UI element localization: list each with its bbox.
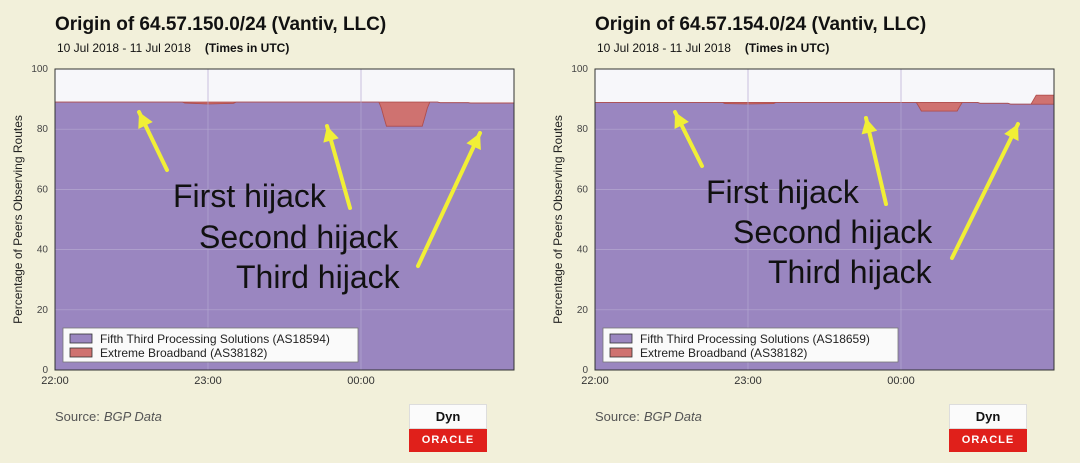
annotation-arrow <box>950 122 1020 260</box>
x-tick-label: 00:00 <box>347 375 375 387</box>
x-tick-label: 22:00 <box>41 375 69 387</box>
plot-frame <box>54 68 515 371</box>
y-tick-label: 100 <box>31 64 48 75</box>
chart-panel-left: Origin of 64.57.150.0/24 (Vantiv, LLC) 1… <box>11 14 515 452</box>
y-tick-label: 0 <box>42 365 48 376</box>
chart-title: Origin of 64.57.150.0/24 (Vantiv, LLC) <box>55 14 387 35</box>
oracle-logo-text: ORACLE <box>949 429 1027 452</box>
y-tick-label: 80 <box>37 124 49 135</box>
date-range: 10 Jul 2018 - 11 Jul 2018 <box>57 41 191 55</box>
series-area-2 <box>55 101 514 127</box>
legend-label: Fifth Third Processing Solutions (AS1865… <box>640 332 870 346</box>
annotation-arrowhead <box>674 112 689 129</box>
dyn-logo-text: Dyn <box>949 404 1027 429</box>
y-tick-label: 0 <box>582 365 588 376</box>
annotation-text: Third hijack <box>768 254 933 290</box>
source-value: BGP Data <box>103 409 162 424</box>
source-line: Source: BGP Data <box>595 409 702 424</box>
y-tick-label: 40 <box>577 245 589 256</box>
chart-subtitle: 10 Jul 2018 - 11 Jul 2018 (Times in UTC) <box>57 41 289 55</box>
legend-label: Fifth Third Processing Solutions (AS1859… <box>100 332 330 346</box>
legend-swatch <box>69 347 93 358</box>
y-tick-label: 40 <box>37 245 49 256</box>
source-label: Source: <box>55 409 100 424</box>
annotation-text: Third hijack <box>236 259 401 295</box>
dyn-oracle-logo: Dyn ORACLE <box>409 404 487 452</box>
dyn-oracle-logo: Dyn ORACLE <box>949 404 1027 452</box>
x-tick-label: 23:00 <box>734 375 762 387</box>
x-tick-label: 22:00 <box>581 375 609 387</box>
date-range: 10 Jul 2018 - 11 Jul 2018 <box>597 41 731 55</box>
y-tick-label: 20 <box>37 305 49 316</box>
annotation-arrowhead <box>323 126 339 143</box>
source-line: Source: BGP Data <box>55 409 162 424</box>
legend-swatch <box>609 347 633 358</box>
timezone-note: (Times in UTC) <box>744 41 830 55</box>
legend: Fifth Third Processing Solutions (AS1865… <box>602 327 899 363</box>
x-tick-label: 23:00 <box>194 375 222 387</box>
annotation-text: Second hijack <box>733 214 933 250</box>
annotation-arrowhead <box>1004 124 1019 141</box>
source-label: Source: <box>595 409 640 424</box>
legend-swatch <box>69 333 93 344</box>
legend-box <box>602 327 899 363</box>
y-tick-label: 100 <box>571 64 588 75</box>
y-axis-label: Percentage of Peers Observing Routes <box>551 115 565 324</box>
y-tick-label: 60 <box>577 184 589 195</box>
legend-swatch <box>609 333 633 344</box>
annotation-arrowhead <box>861 118 878 135</box>
oracle-logo-text: ORACLE <box>409 429 487 452</box>
dyn-logo-text: Dyn <box>409 404 487 429</box>
y-tick-label: 80 <box>577 124 589 135</box>
legend-label: Extreme Broadband (AS38182) <box>640 346 807 360</box>
legend-label: Extreme Broadband (AS38182) <box>100 346 267 360</box>
y-tick-label: 20 <box>577 305 589 316</box>
legend: Fifth Third Processing Solutions (AS1859… <box>62 327 359 363</box>
source-value: BGP Data <box>643 409 702 424</box>
chart-title: Origin of 64.57.154.0/24 (Vantiv, LLC) <box>595 14 927 35</box>
x-tick-label: 00:00 <box>887 375 915 387</box>
plot-frame <box>594 68 1055 371</box>
chart-subtitle: 10 Jul 2018 - 11 Jul 2018 (Times in UTC) <box>597 41 829 55</box>
legend-box <box>62 327 359 363</box>
annotation-text: First hijack <box>173 178 327 214</box>
origin-chart: 0 20 40 60 80 100 22:00 23:00 00:00 Percentage of… <box>11 64 515 387</box>
chart-panel-right: Origin of 64.57.154.0/24 (Vantiv, LLC) 1… <box>540 0 1080 463</box>
annotation-text: Second hijack <box>199 219 399 255</box>
origin-chart: 0 20 40 60 80 100 22:00 23:00 00:00 Percentage of… <box>551 64 1055 387</box>
annotation-arrowhead <box>138 112 153 129</box>
annotation-arrowhead <box>466 133 481 150</box>
annotation-text: First hijack <box>706 174 860 210</box>
y-tick-label: 60 <box>37 184 49 195</box>
y-axis-label: Percentage of Peers Observing Routes <box>11 115 25 324</box>
timezone-note: (Times in UTC) <box>204 41 290 55</box>
annotation-arrow <box>416 131 482 268</box>
